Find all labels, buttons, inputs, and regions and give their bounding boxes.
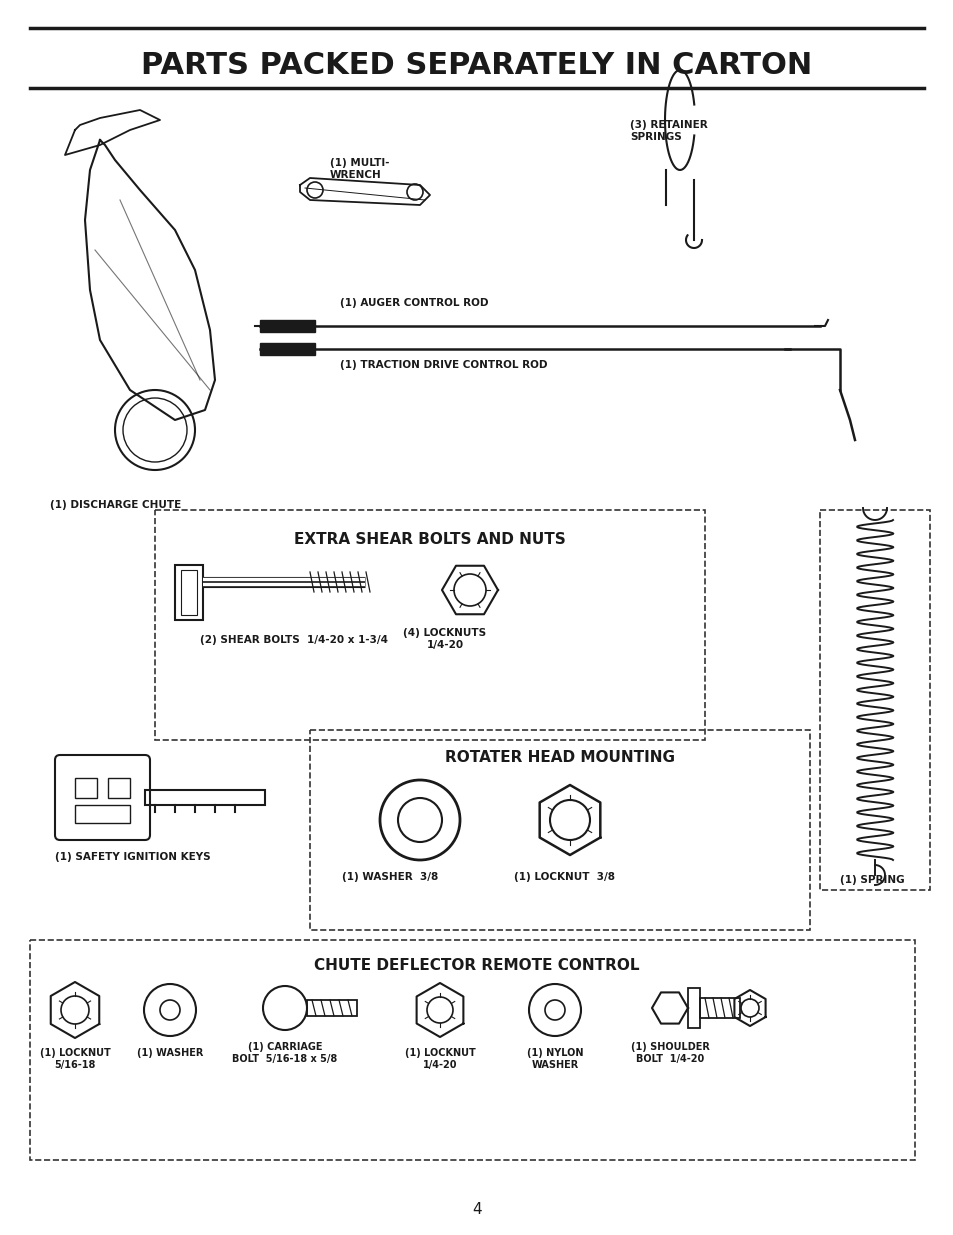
Text: (1) WASHER  3/8: (1) WASHER 3/8 (341, 872, 437, 882)
Bar (108, 778, 130, 798)
Text: CHUTE DEFLECTOR REMOTE CONTROL: CHUTE DEFLECTOR REMOTE CONTROL (314, 958, 639, 973)
Text: (1) NYLON
WASHER: (1) NYLON WASHER (526, 1049, 582, 1070)
Bar (260, 343, 314, 354)
Bar (181, 571, 196, 615)
Text: (1) LOCKNUT
1/4-20: (1) LOCKNUT 1/4-20 (404, 1049, 475, 1070)
Text: PARTS PACKED SEPARATELY IN CARTON: PARTS PACKED SEPARATELY IN CARTON (141, 51, 812, 79)
Text: (1) CARRIAGE
BOLT  5/16-18 x 5/8: (1) CARRIAGE BOLT 5/16-18 x 5/8 (233, 1042, 337, 1063)
Bar (75, 805, 130, 823)
Text: (1) LOCKNUT  3/8: (1) LOCKNUT 3/8 (514, 872, 615, 882)
Text: (1) LOCKNUT
5/16-18: (1) LOCKNUT 5/16-18 (40, 1049, 111, 1070)
Bar (820, 510, 929, 890)
Text: ROTATER HEAD MOUNTING: ROTATER HEAD MOUNTING (444, 750, 675, 764)
Bar (307, 1000, 356, 1016)
Text: (1) TRACTION DRIVE CONTROL ROD: (1) TRACTION DRIVE CONTROL ROD (339, 359, 547, 370)
Bar (154, 510, 704, 740)
Bar (145, 790, 265, 805)
Text: (1) DISCHARGE CHUTE: (1) DISCHARGE CHUTE (50, 500, 181, 510)
Text: (1) WASHER: (1) WASHER (136, 1049, 203, 1058)
Text: 4: 4 (472, 1203, 481, 1218)
Text: (1) SAFETY IGNITION KEYS: (1) SAFETY IGNITION KEYS (55, 852, 211, 862)
Text: (4) LOCKNUTS
1/4-20: (4) LOCKNUTS 1/4-20 (403, 629, 486, 650)
Bar (260, 320, 314, 332)
Bar (30, 940, 914, 1160)
Bar (174, 564, 203, 620)
Text: (3) RETAINER
SPRINGS: (3) RETAINER SPRINGS (629, 120, 707, 142)
Text: (2) SHEAR BOLTS  1/4-20 x 1-3/4: (2) SHEAR BOLTS 1/4-20 x 1-3/4 (200, 635, 388, 645)
Text: EXTRA SHEAR BOLTS AND NUTS: EXTRA SHEAR BOLTS AND NUTS (294, 532, 565, 547)
Bar (687, 988, 700, 1028)
Text: (1) SHOULDER
BOLT  1/4-20: (1) SHOULDER BOLT 1/4-20 (630, 1042, 709, 1063)
Bar (75, 778, 97, 798)
Bar (310, 730, 809, 930)
Text: (1) AUGER CONTROL ROD: (1) AUGER CONTROL ROD (339, 298, 488, 308)
Bar (700, 998, 740, 1018)
Text: (1) SPRING: (1) SPRING (840, 876, 903, 885)
Text: (1) MULTI-
WRENCH: (1) MULTI- WRENCH (330, 158, 389, 179)
